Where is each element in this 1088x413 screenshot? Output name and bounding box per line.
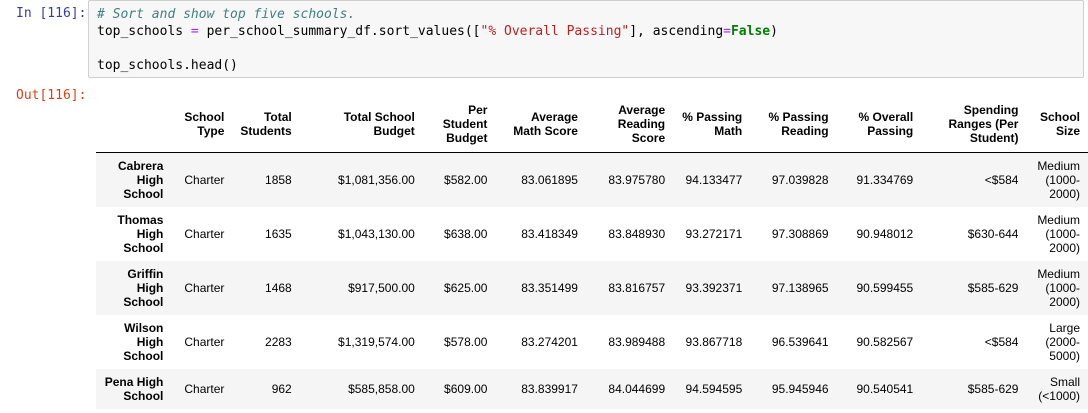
column-header: Per Student Budget — [422, 96, 496, 153]
table-cell: 83.848930 — [608, 226, 666, 241]
column-header: School Type — [171, 96, 233, 153]
table-cell: 83.989488 — [608, 334, 666, 349]
table-cell: 83.274201 — [521, 334, 578, 349]
table-cell: 97.308869 — [771, 226, 829, 241]
row-index: Pena High School — [104, 374, 164, 403]
code-line-sort: top_schools = per_school_summary_df.sort… — [97, 24, 778, 39]
table-cell: 83.816757 — [608, 280, 666, 295]
table-cell: 83.839917 — [521, 381, 578, 396]
code-comment: # Sort and show top five schools. — [97, 7, 356, 22]
table-cell: $638.00 — [444, 226, 488, 241]
table-cell: 95.945946 — [771, 381, 829, 396]
table-cell: 97.138965 — [771, 280, 829, 295]
row-index: Griffin High School — [123, 266, 164, 309]
column-header: Average Reading Score — [585, 96, 674, 153]
row-index: Cabrera High School — [118, 158, 164, 201]
table-cell: 91.334769 — [856, 172, 914, 187]
table-cell: 84.044699 — [608, 381, 666, 396]
table-cell: <$584 — [984, 172, 1019, 187]
table-cell: $585-629 — [967, 280, 1019, 295]
table-cell: 93.272171 — [685, 226, 743, 241]
table-cell: Medium (1000-2000) — [1037, 212, 1080, 255]
column-header: Average Math Score — [495, 96, 586, 153]
table-cell: Charter — [184, 280, 225, 295]
table-cell: 83.061895 — [521, 172, 578, 187]
table-cell: 90.540541 — [856, 381, 914, 396]
table-row: Pena High School Charter 962 $585,858.00… — [96, 368, 1088, 409]
column-header: Spending Ranges (Per Student) — [921, 96, 1027, 153]
table-cell: $578.00 — [444, 334, 488, 349]
table-cell: 96.539641 — [771, 334, 829, 349]
table-cell: $1,319,574.00 — [338, 334, 415, 349]
table-cell: Charter — [184, 381, 225, 396]
table-cell: 1468 — [265, 280, 292, 295]
table-cell: $1,043,130.00 — [338, 226, 415, 241]
table-cell: 90.582567 — [856, 334, 914, 349]
column-header: % Passing Math — [673, 96, 751, 153]
table-cell: 1635 — [265, 226, 292, 241]
table-cell: 83.351499 — [521, 280, 578, 295]
column-header: Total Students — [232, 96, 300, 153]
table-cell: 93.392371 — [685, 280, 743, 295]
table-header-row: School Type Total Students Total School … — [96, 96, 1088, 153]
row-index: Wilson High School — [123, 320, 164, 363]
table-cell: Small (<1000) — [1038, 374, 1080, 403]
table-cell: Charter — [184, 172, 225, 187]
table-cell: Medium (1000-2000) — [1037, 158, 1080, 201]
table-cell: $585-629 — [967, 381, 1019, 396]
table-cell: Charter — [184, 334, 225, 349]
output-prompt: Out[116]: — [16, 88, 87, 103]
table-row: Wilson High School Charter 2283 $1,319,5… — [96, 315, 1088, 369]
table-cell: Charter — [184, 226, 225, 241]
table-cell: 97.039828 — [771, 172, 829, 187]
table-cell: $585,858.00 — [348, 381, 415, 396]
dataframe-table: School Type Total Students Total School … — [96, 96, 1088, 409]
table-cell: 2283 — [265, 334, 292, 349]
column-header: School Size — [1026, 96, 1088, 153]
code-line-head: top_schools.head() — [97, 58, 238, 73]
table-cell: 90.599455 — [856, 280, 914, 295]
table-cell: $917,500.00 — [348, 280, 415, 295]
table-cell: Medium (1000-2000) — [1037, 266, 1080, 309]
table-cell: 1858 — [265, 172, 292, 187]
column-header: % Passing Reading — [750, 96, 837, 153]
row-index: Thomas High School — [117, 212, 164, 255]
table-cell: 94.133477 — [685, 172, 743, 187]
table-cell: Large (2000-5000) — [1045, 320, 1080, 363]
table-cell: $609.00 — [444, 381, 488, 396]
table-cell: $1,081,356.00 — [338, 172, 415, 187]
table-cell: 93.867718 — [685, 334, 743, 349]
column-header: % Overall Passing — [836, 96, 922, 153]
table-cell: 94.594595 — [685, 381, 743, 396]
input-prompt: In [116]: — [16, 6, 87, 21]
table-cell: 962 — [271, 381, 292, 396]
table-cell: $582.00 — [444, 172, 488, 187]
table-cell: 90.948012 — [856, 226, 914, 241]
table-cell: 83.418349 — [521, 226, 578, 241]
column-header: Total School Budget — [299, 96, 423, 153]
table-row: Thomas High School Charter 1635 $1,043,1… — [96, 207, 1088, 261]
index-header — [96, 96, 172, 153]
table-cell: $625.00 — [444, 280, 488, 295]
table-cell: 83.975780 — [608, 172, 666, 187]
table-cell: $630-644 — [967, 226, 1019, 241]
table-row: Griffin High School Charter 1468 $917,50… — [96, 260, 1088, 315]
table-row: Cabrera High School Charter 1858 $1,081,… — [96, 152, 1088, 207]
code-cell-input[interactable]: # Sort and show top five schools. top_sc… — [88, 0, 1084, 78]
table-cell: <$584 — [984, 334, 1019, 349]
